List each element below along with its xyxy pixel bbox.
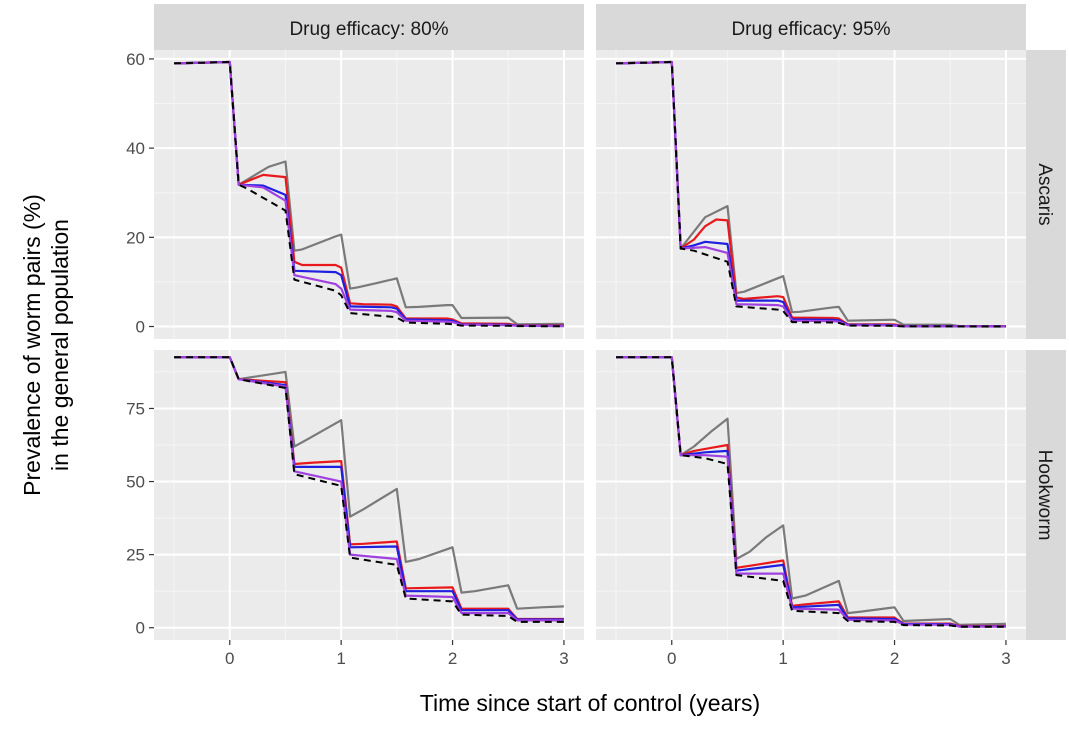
- y-tick-label: 75: [126, 399, 145, 418]
- panel-2-1: 0 25 50 75 0 1 2 3: [126, 350, 584, 668]
- x-tick-label: 3: [1001, 649, 1010, 668]
- series-group-1-2: [616, 60, 1006, 328]
- panel-2-2: 0 1 2 3: [596, 350, 1026, 668]
- strip-col-2: [596, 4, 1026, 50]
- x-tick-label: 2: [890, 649, 899, 668]
- panel-1-2: [596, 50, 1026, 339]
- series-line-black_dashed: [616, 61, 1006, 328]
- x-tick-label: 0: [667, 649, 676, 668]
- y-tick-label: 40: [126, 139, 145, 158]
- y-axis-title-line-2: in the general population: [47, 219, 73, 471]
- panels: 0 20 40 60 0 25 50 75 0 1 2 3 0 1 2 3: [126, 50, 1026, 668]
- y-tick-label: 25: [126, 546, 145, 565]
- strip-row-1-label: Ascaris: [1034, 163, 1055, 225]
- panel-background: [154, 50, 584, 339]
- x-tick-label: 2: [448, 649, 457, 668]
- y-tick-label: 20: [126, 228, 145, 247]
- strip-row-2: [1026, 350, 1066, 640]
- x-tick-label: 1: [778, 649, 787, 668]
- series-line-red: [174, 356, 564, 621]
- series-line-gray: [616, 60, 1006, 328]
- strip-col-2-label: Drug efficacy: 95%: [731, 19, 890, 40]
- series-group-2-2: [616, 356, 1006, 628]
- panel-1-1: 0 20 40 60: [126, 50, 584, 339]
- series-group-2-1: [174, 356, 564, 623]
- y-axis-title-line-1: Prevalence of worm pairs (%): [19, 194, 45, 496]
- series-line-gray: [174, 60, 564, 326]
- x-axis-title: Time since start of control (years): [420, 690, 760, 716]
- series-line-black_dashed: [174, 61, 564, 328]
- series-line-black_dashed: [616, 356, 1006, 628]
- panel-background: [596, 50, 1026, 339]
- series-line-black_dashed: [174, 356, 564, 623]
- x-tick-label: 3: [559, 649, 568, 668]
- y-tick-label: 50: [126, 473, 145, 492]
- panel-background: [154, 350, 584, 640]
- series-line-gray: [616, 356, 1006, 626]
- strip-row-1: [1026, 50, 1066, 339]
- series-group-1-1: [174, 60, 564, 328]
- x-tick-label: 1: [336, 649, 345, 668]
- strip-col-1: [154, 4, 584, 50]
- x-tick-label: 0: [225, 649, 234, 668]
- series-line-gray: [174, 356, 564, 610]
- y-tick-label: 0: [136, 318, 145, 337]
- y-tick-label: 0: [136, 619, 145, 638]
- y-tick-label: 60: [126, 50, 145, 69]
- strip-col-1-label: Drug efficacy: 80%: [289, 19, 448, 40]
- panel-background: [596, 350, 1026, 640]
- strip-row-2-label: Hookworm: [1034, 450, 1055, 541]
